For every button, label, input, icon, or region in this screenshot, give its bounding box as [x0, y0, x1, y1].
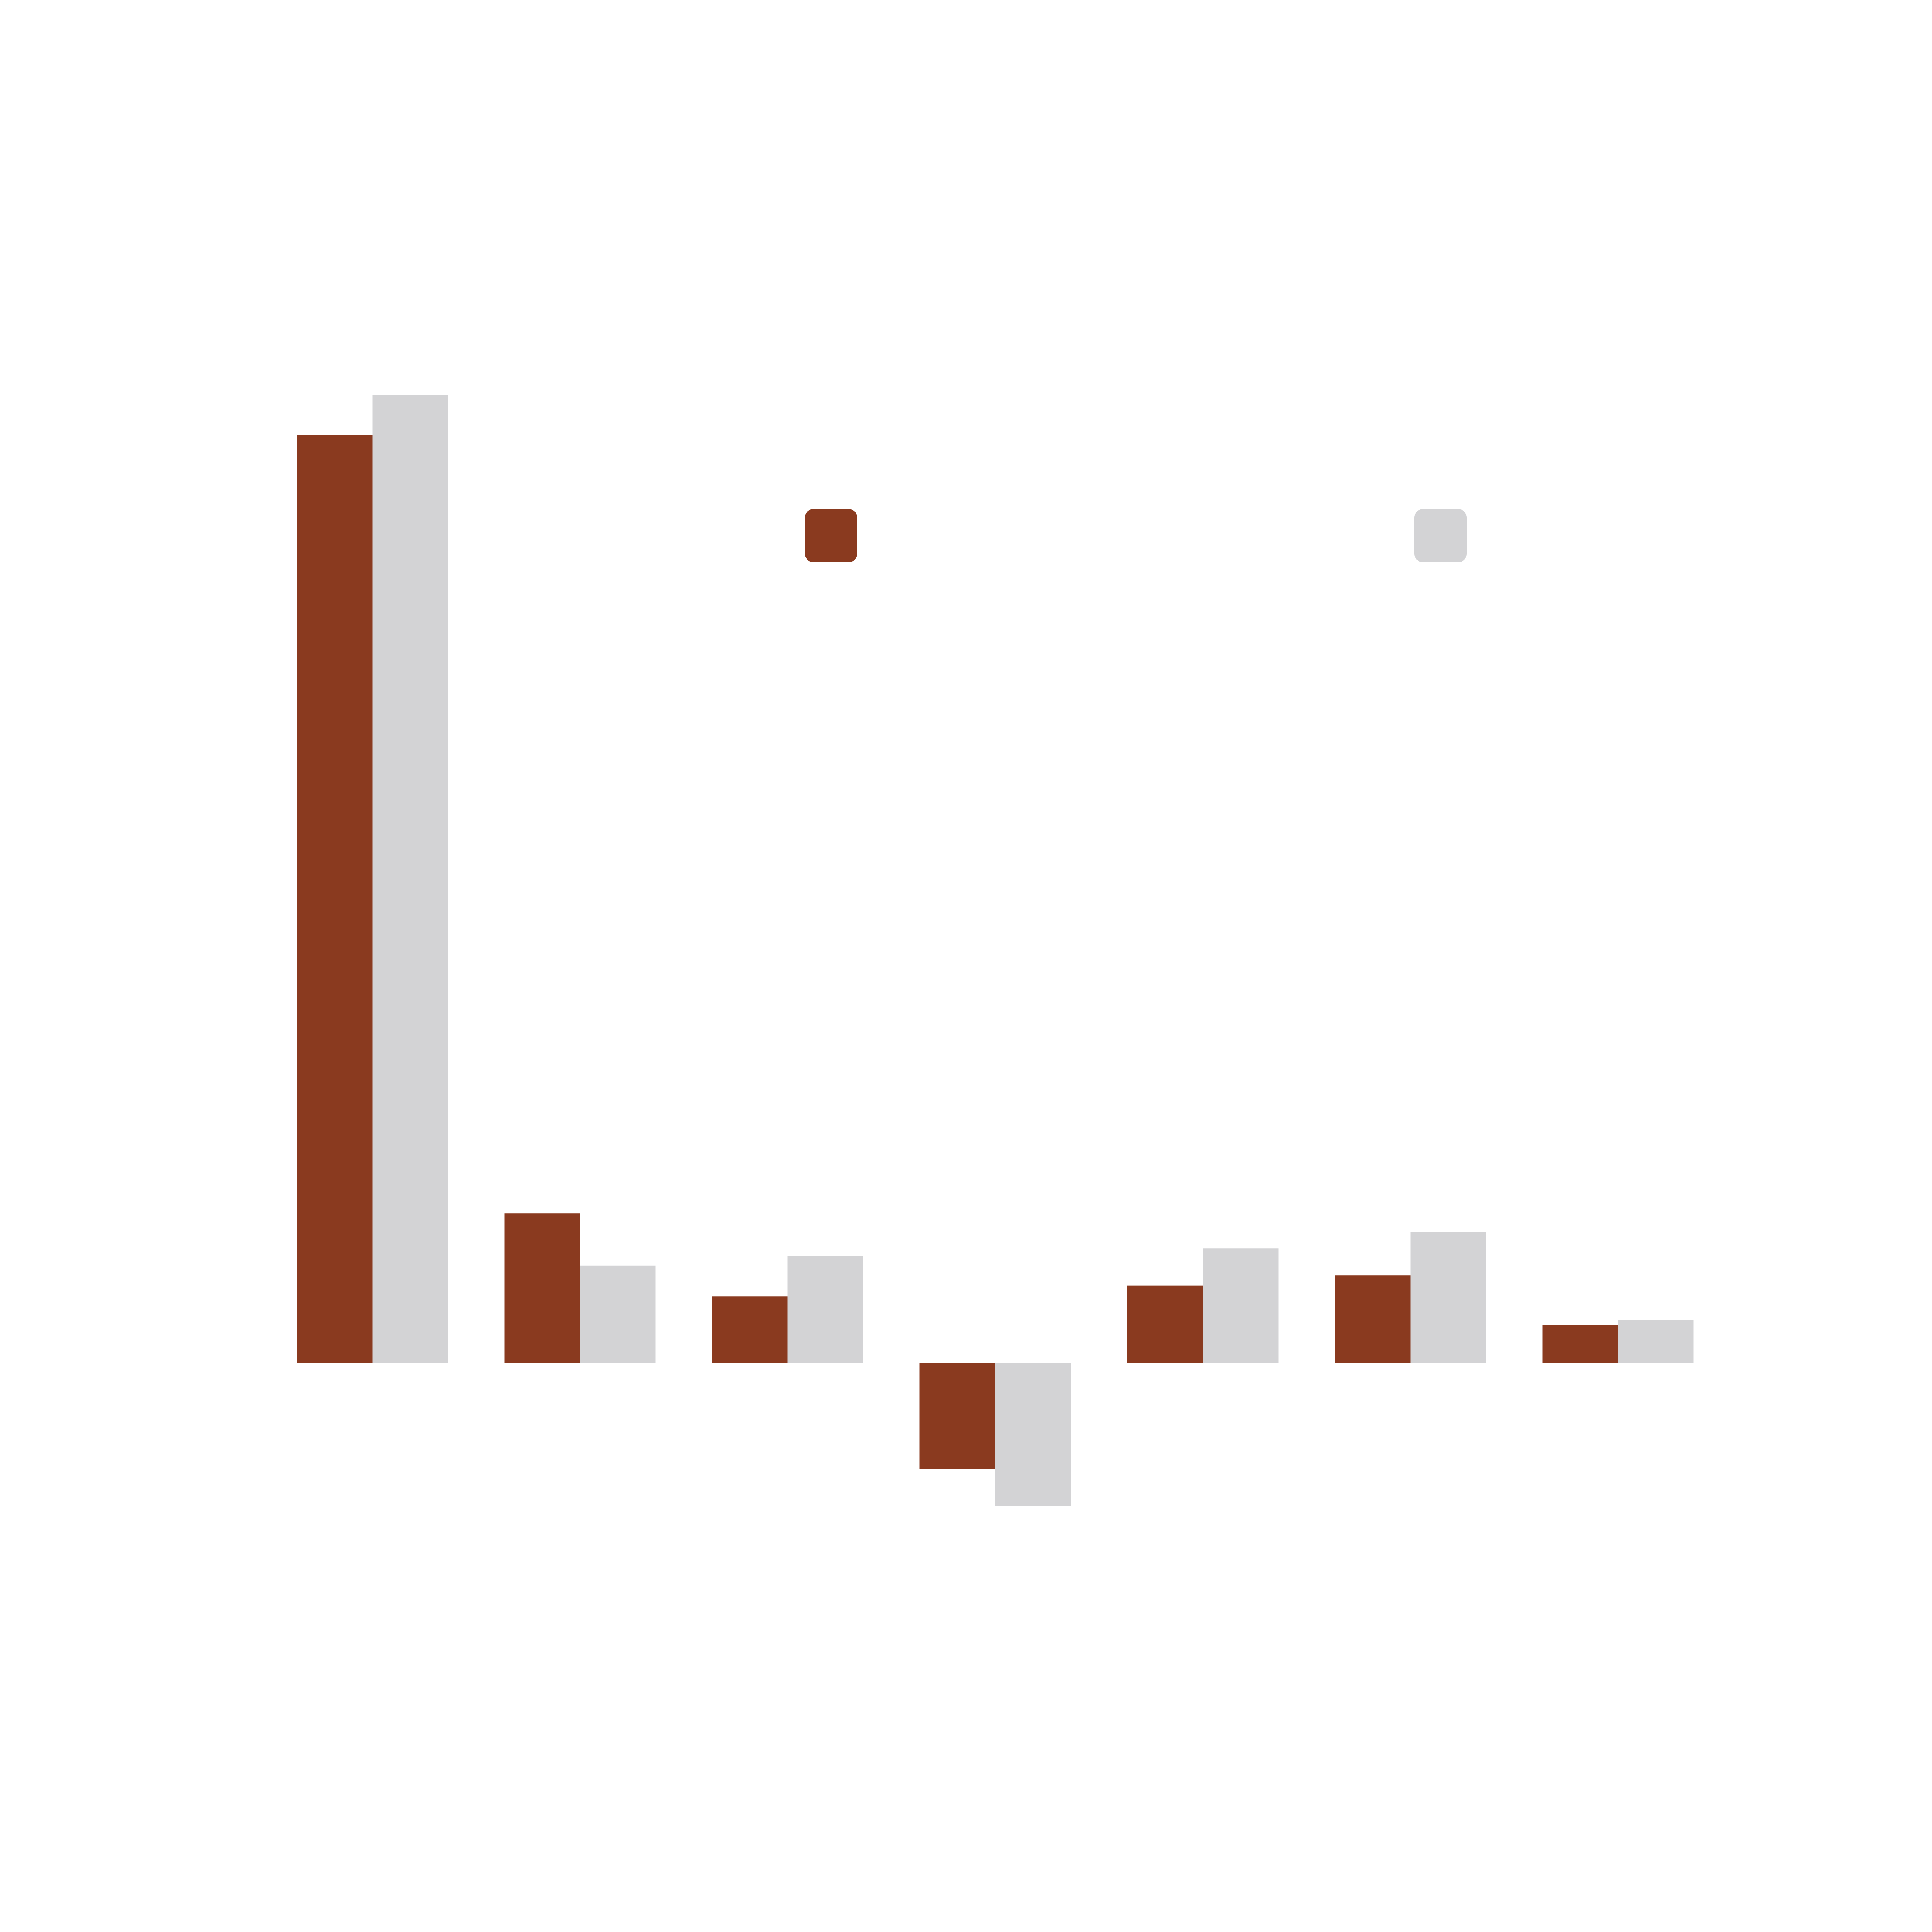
bar [1410, 1232, 1486, 1363]
bar [580, 1265, 656, 1363]
bar [372, 395, 448, 1363]
bar [787, 1256, 863, 1363]
bar [297, 435, 373, 1363]
bar [712, 1296, 788, 1363]
bar [504, 1213, 580, 1363]
bar [1127, 1285, 1203, 1363]
bar [995, 1363, 1071, 1506]
bar [1542, 1325, 1618, 1363]
legend-swatch [805, 509, 857, 562]
bar [1618, 1320, 1694, 1363]
bar [919, 1363, 995, 1469]
bar [1335, 1275, 1411, 1363]
legend-swatch [1414, 509, 1467, 562]
bar [1203, 1248, 1279, 1363]
